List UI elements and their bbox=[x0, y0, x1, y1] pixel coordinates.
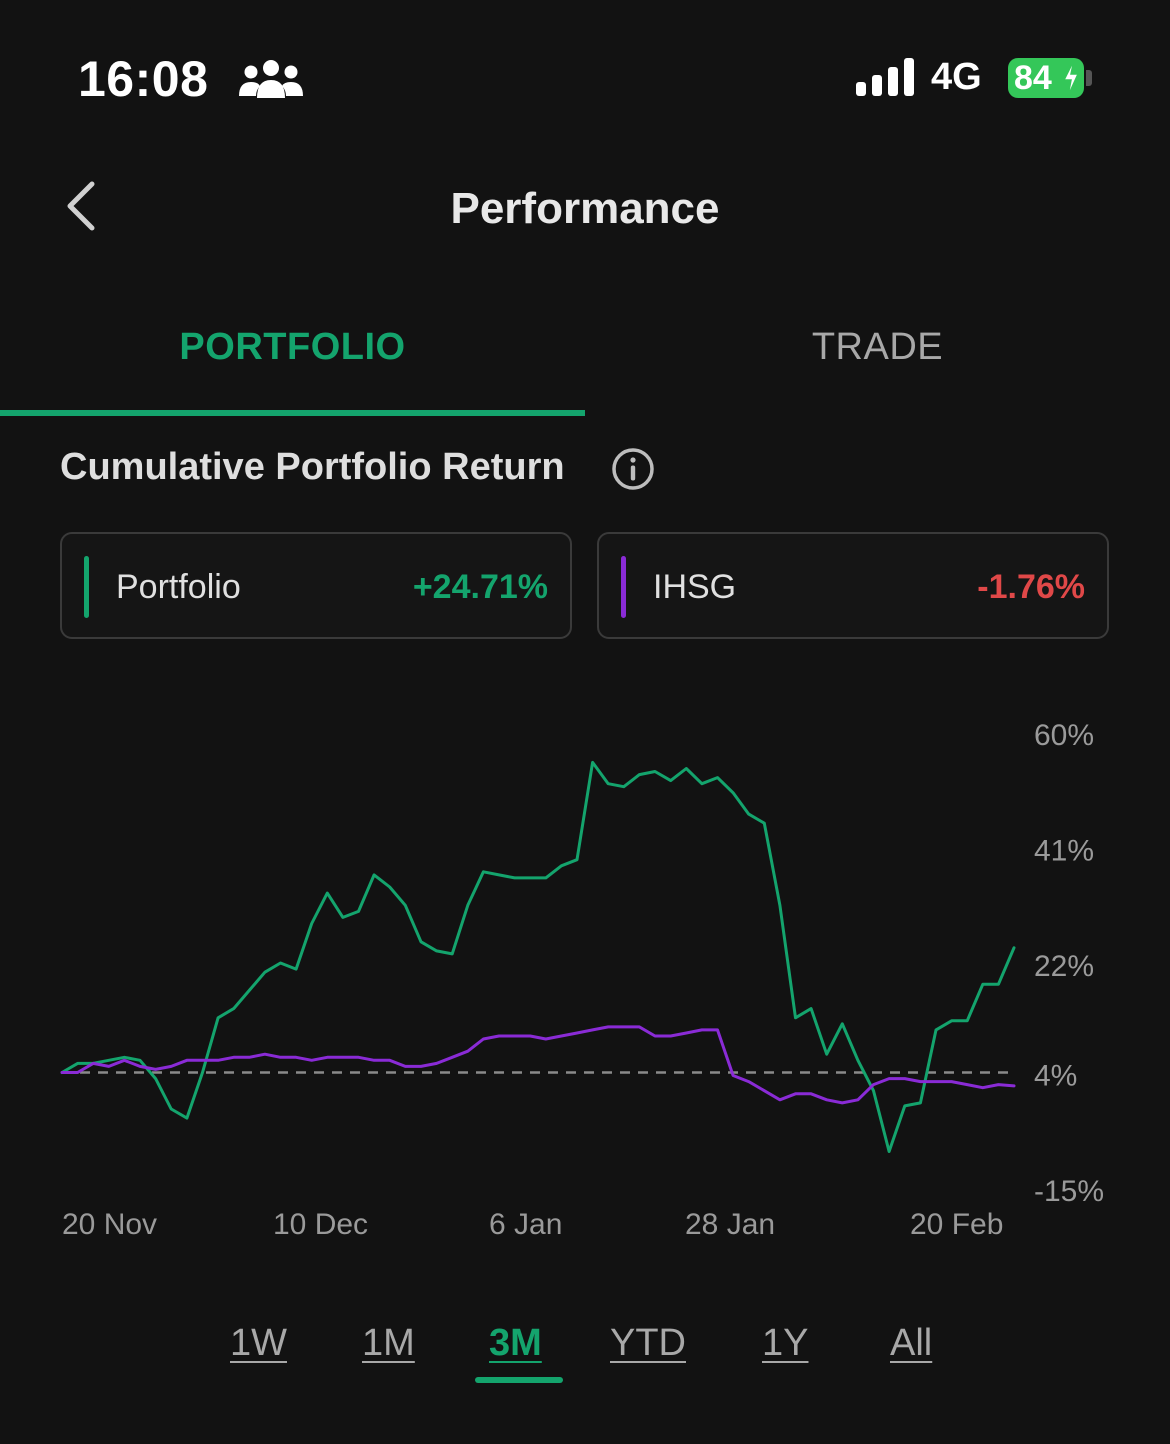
x-tick-label: 20 Nov bbox=[62, 1208, 157, 1241]
tab-trade[interactable]: TRADE bbox=[811, 326, 944, 368]
performance-chart[interactable]: 60% 41% 22% 4% -15% 20 Nov 10 Dec 6 Jan 28 Jan 20… bbox=[0, 700, 1170, 1260]
active-tab-indicator bbox=[0, 410, 585, 416]
back-button[interactable] bbox=[56, 176, 112, 236]
legend-color-bar bbox=[84, 556, 89, 618]
x-tick-label: 6 Jan bbox=[489, 1208, 562, 1241]
legend-value: -1.76% bbox=[977, 568, 1085, 606]
info-icon[interactable] bbox=[611, 447, 655, 491]
section-title: Cumulative Portfolio Return bbox=[60, 446, 565, 488]
y-tick-label: -15% bbox=[1034, 1175, 1104, 1208]
legend-value: +24.71% bbox=[412, 568, 548, 606]
legend-name: IHSG bbox=[653, 568, 737, 606]
series-line-ihsg bbox=[60, 1025, 1016, 1105]
legend-card-ihsg[interactable]: IHSG -1.76% bbox=[597, 532, 1109, 639]
tab-portfolio[interactable]: PORTFOLIO bbox=[179, 326, 406, 368]
x-tick-label: 10 Dec bbox=[273, 1208, 368, 1241]
battery-level: 84 bbox=[1014, 59, 1052, 97]
x-tick-label: 20 Feb bbox=[910, 1208, 1003, 1241]
page-title: Performance bbox=[450, 184, 720, 233]
range-3m[interactable]: 3M bbox=[489, 1322, 542, 1364]
signal-icon bbox=[856, 58, 914, 96]
y-tick-label: 60% bbox=[1034, 719, 1094, 752]
legend-name: Portfolio bbox=[116, 568, 241, 606]
y-tick-label: 41% bbox=[1034, 835, 1094, 868]
battery-tip bbox=[1086, 70, 1092, 86]
x-tick-label: 28 Jan bbox=[685, 1208, 775, 1241]
legend-color-bar bbox=[621, 556, 626, 618]
series-line-portfolio bbox=[60, 760, 1016, 1153]
range-1y[interactable]: 1Y bbox=[762, 1322, 809, 1364]
chevron-left-icon bbox=[67, 181, 95, 231]
bolt-icon bbox=[1062, 60, 1080, 96]
range-all[interactable]: All bbox=[890, 1322, 933, 1364]
range-1m[interactable]: 1M bbox=[362, 1322, 415, 1364]
network-label: 4G bbox=[931, 56, 982, 98]
range-1w[interactable]: 1W bbox=[230, 1322, 287, 1364]
y-tick-label: 4% bbox=[1034, 1059, 1077, 1092]
active-range-indicator bbox=[475, 1377, 563, 1383]
people-icon bbox=[239, 60, 303, 98]
y-tick-label: 22% bbox=[1034, 950, 1094, 983]
legend-card-portfolio[interactable]: Portfolio +24.71% bbox=[60, 532, 572, 639]
range-ytd[interactable]: YTD bbox=[610, 1322, 686, 1364]
status-time: 16:08 bbox=[78, 51, 209, 107]
